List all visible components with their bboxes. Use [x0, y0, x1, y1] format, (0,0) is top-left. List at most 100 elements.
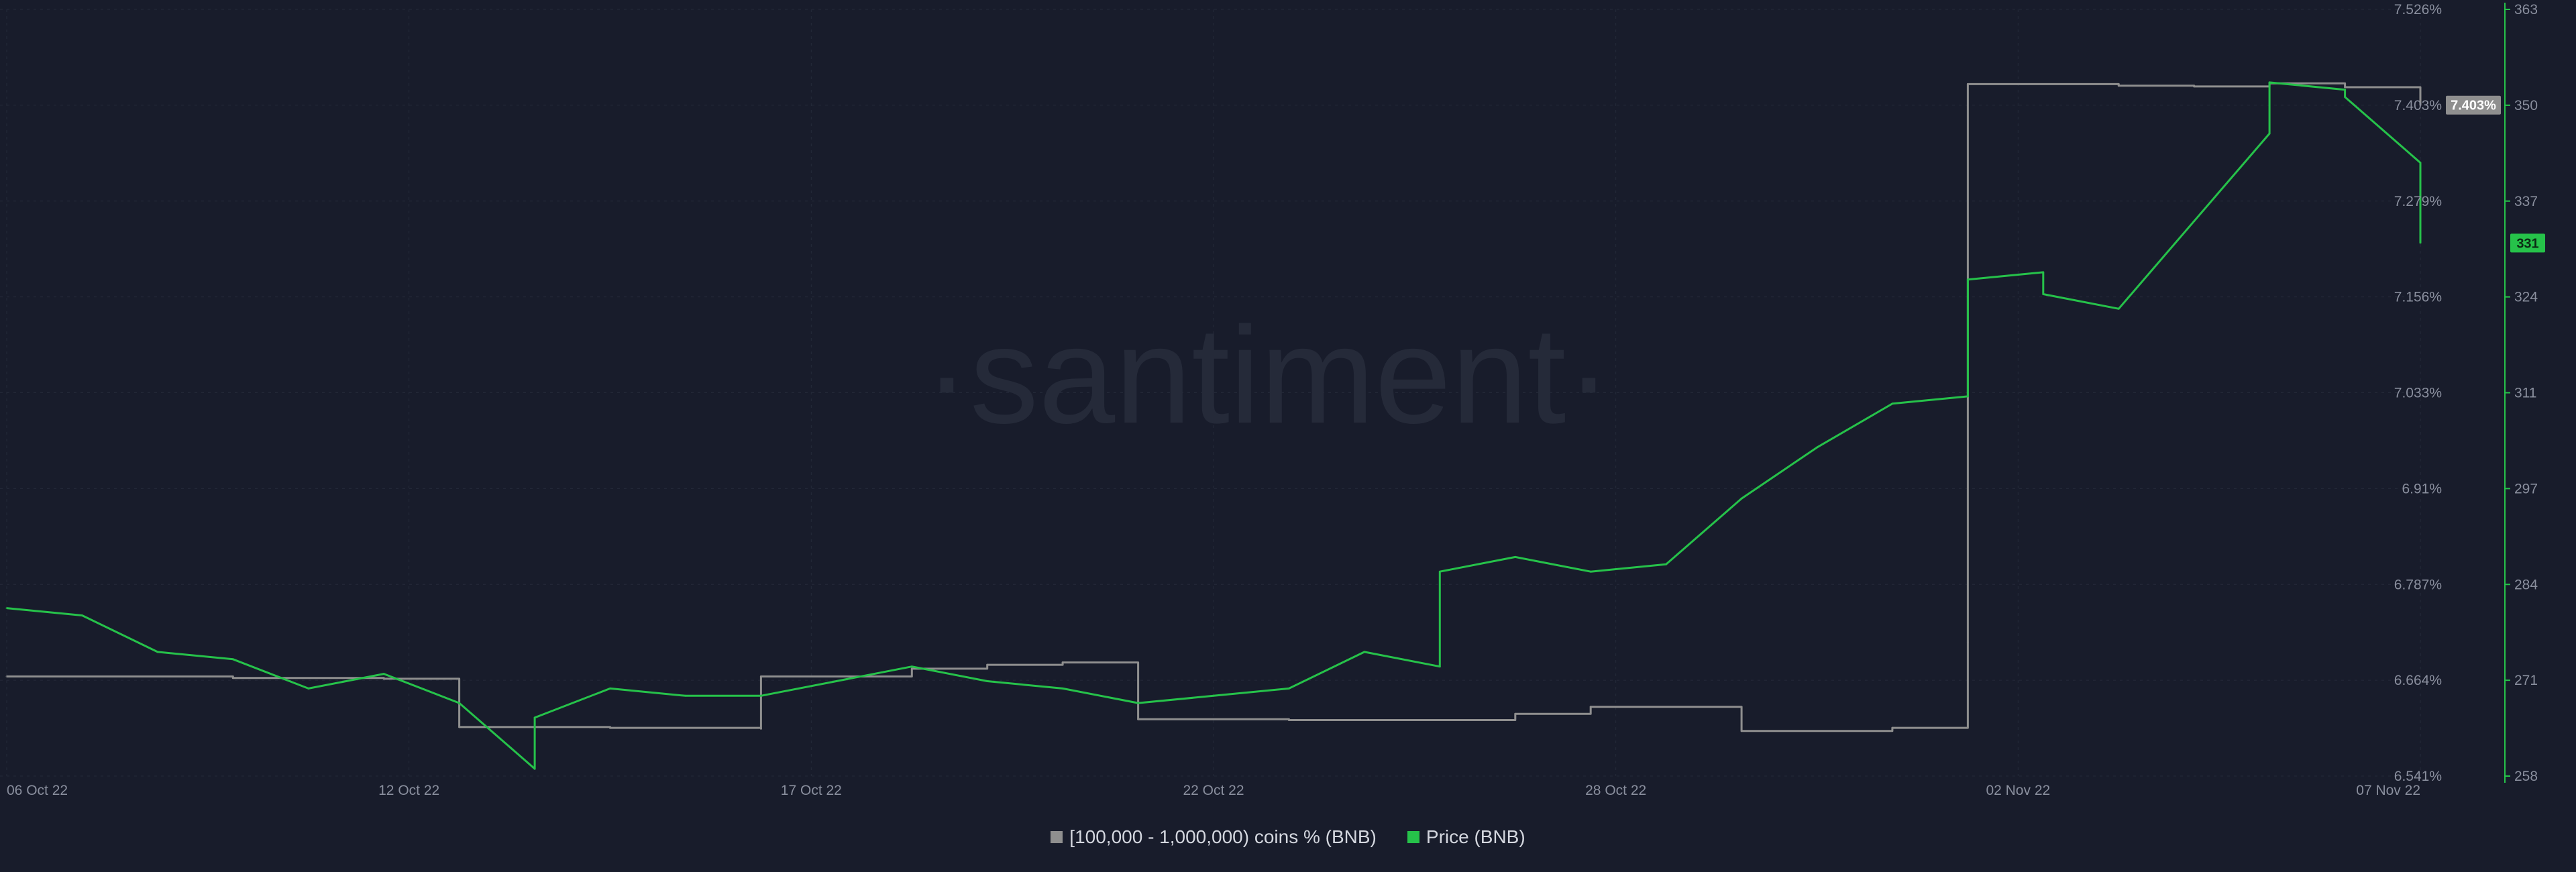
- price-series-point: [231, 658, 234, 661]
- price-series-point: [1891, 402, 1894, 405]
- holders-series-point: [2344, 86, 2347, 89]
- chart-legend: [100,000 - 1,000,000) coins % (BNB) Pric…: [0, 826, 2576, 848]
- tick-label-price: 258: [2514, 769, 2538, 784]
- price-series-point: [1816, 446, 1818, 449]
- axis-x-dates: 06 Oct 22 12 Oct 22 17 Oct 22 22 Oct 22 28 O…: [7, 783, 2420, 798]
- price-series-point: [2042, 293, 2045, 295]
- tick-label-percent: 6.664%: [2394, 673, 2442, 688]
- holders-series-point: [1287, 719, 1290, 721]
- holders-series-point: [609, 726, 611, 729]
- tick-label-percent: 7.526%: [2394, 2, 2442, 17]
- price-series-point: [2268, 81, 2271, 84]
- price-series-point: [684, 694, 687, 697]
- price-series-point: [1438, 570, 1441, 573]
- holders-series-point: [759, 675, 762, 677]
- price-series-point: [2344, 96, 2347, 99]
- price-series-point: [2117, 307, 2120, 310]
- badge-price-last-value: [2510, 233, 2545, 253]
- price-series-point: [533, 716, 536, 719]
- holders-series-point: [1137, 718, 1140, 720]
- price-series-point: [2344, 89, 2347, 91]
- series-price: [5, 81, 2422, 770]
- tick-label-percent: 6.91%: [2402, 481, 2442, 496]
- tick-label-percent: 7.403%: [2394, 98, 2442, 113]
- tick-label-date: 07 Nov 22: [2356, 783, 2420, 798]
- tick-label-price: 337: [2514, 194, 2538, 209]
- tick-label-percent: 6.787%: [2394, 577, 2442, 592]
- tick-label-date: 02 Nov 22: [1986, 783, 2050, 798]
- price-series-point: [1061, 687, 1064, 690]
- price-series-point: [1212, 694, 1215, 697]
- tick-label-price: 324: [2514, 290, 2538, 305]
- legend-label-price: Price (BNB): [1426, 826, 1525, 847]
- tick-label-date: 12 Oct 22: [378, 783, 439, 798]
- holders-series-point: [910, 667, 913, 670]
- tick-label-percent: 7.033%: [2394, 386, 2442, 401]
- tick-label-price: 271: [2514, 673, 2538, 688]
- badge-holders-last-value: [2446, 95, 2501, 115]
- holders-series-point: [2193, 85, 2196, 88]
- price-series-point: [2193, 220, 2196, 223]
- tick-label-percent: 6.541%: [2394, 769, 2442, 784]
- price-series-point: [609, 687, 611, 690]
- price-series-point: [1137, 702, 1140, 704]
- holders-series-point: [231, 677, 234, 679]
- legend-swatch-price: [1407, 831, 1419, 843]
- legend-item-price[interactable]: Price (BNB): [1407, 826, 1525, 848]
- holders-series-point: [2117, 85, 2120, 87]
- price-series-point: [533, 767, 536, 770]
- price-series-point: [1363, 651, 1366, 653]
- holders-series-point: [1966, 641, 1969, 643]
- price-series-point: [156, 651, 159, 653]
- holders-series-point: [759, 727, 762, 730]
- tick-label-percent: 7.279%: [2394, 194, 2442, 209]
- holders-series-point: [1061, 661, 1064, 664]
- price-series-point: [1438, 665, 1441, 668]
- tick-label-price: 284: [2514, 577, 2538, 592]
- legend-label-holders: [100,000 - 1,000,000) coins % (BNB): [1069, 826, 1377, 847]
- price-series-point: [1966, 395, 1969, 398]
- price-series-point: [5, 607, 8, 610]
- tick-label-price: 350: [2514, 98, 2538, 113]
- price-series-point: [1514, 555, 1517, 558]
- price-series-point: [2419, 162, 2422, 164]
- price-series-point: [458, 702, 461, 704]
- price-series-point: [80, 614, 83, 616]
- badge-price-last-value-text: 331: [2516, 236, 2538, 251]
- holders-series-point: [458, 726, 461, 728]
- holders-series-point: [1740, 730, 1743, 732]
- axis-price: 363 350 337 324 311 297 284 271 258: [2504, 2, 2538, 784]
- price-series-point: [910, 665, 913, 668]
- price-series-point: [986, 680, 989, 682]
- price-series-point: [1665, 563, 1668, 565]
- price-series-point: [2419, 241, 2422, 244]
- tick-label-price: 297: [2514, 481, 2538, 496]
- price-series-point: [1287, 687, 1290, 690]
- tick-label-date: 22 Oct 22: [1183, 783, 1244, 798]
- holders-series-point: [382, 677, 385, 680]
- tick-label-date: 17 Oct 22: [781, 783, 842, 798]
- holders-series-point: [1589, 706, 1592, 708]
- legend-item-holders[interactable]: [100,000 - 1,000,000) coins % (BNB): [1051, 826, 1377, 848]
- legend-swatch-holders: [1051, 831, 1063, 843]
- santiment-watermark: ·santiment·: [924, 298, 1611, 452]
- chart-grid: [0, 9, 2421, 777]
- price-series-point: [1589, 570, 1592, 573]
- price-series-point: [2268, 132, 2271, 135]
- price-series-point: [759, 694, 762, 697]
- holders-series-point: [1891, 726, 1894, 729]
- tick-label-date: 06 Oct 22: [7, 783, 68, 798]
- holders-series-point: [986, 663, 989, 666]
- price-series-point: [382, 673, 385, 675]
- series-holders-percent: [5, 82, 2422, 732]
- tick-label-price: 311: [2514, 386, 2536, 401]
- tick-label-price: 363: [2514, 2, 2538, 17]
- holders-series-point: [1966, 83, 1969, 85]
- price-series-point: [835, 680, 838, 682]
- tick-label-date: 28 Oct 22: [1585, 783, 1646, 798]
- last-value-badges: 7.403% 331: [2446, 95, 2545, 253]
- price-series-point: [2042, 271, 2045, 274]
- holders-series-point: [1514, 712, 1517, 715]
- axis-holders-percent: 7.526% 7.403% 7.279% 7.156% 7.033% 6.91% 6.787…: [2394, 2, 2442, 784]
